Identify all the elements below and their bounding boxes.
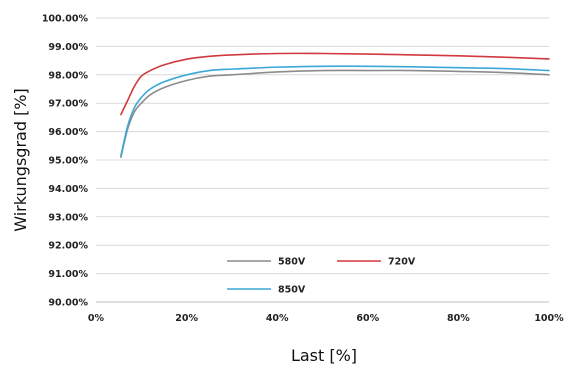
y-tick-label: 94.00% xyxy=(48,184,88,195)
y-axis-title: Wirkungsgrad [%] xyxy=(11,88,30,232)
series-lines xyxy=(120,52,550,158)
legend-label: 720V xyxy=(388,257,416,268)
gridlines xyxy=(96,17,549,303)
series-line-720v xyxy=(120,52,550,116)
y-tick-label: 90.00% xyxy=(48,298,88,309)
x-axis-title: Last [%] xyxy=(291,346,357,365)
legend-label: 850V xyxy=(278,285,306,296)
x-tick-labels: 0% 20% 40% 60% 80% 100% xyxy=(88,313,564,324)
y-tick-labels: 90.00% 91.00% 92.00% 93.00% 94.00% 95.00% 96.0… xyxy=(42,14,89,309)
x-tick-label: 40% xyxy=(266,313,289,324)
x-tick-label: 20% xyxy=(175,313,198,324)
y-tick-label: 97.00% xyxy=(48,99,88,110)
legend: 580V 720V 850V xyxy=(227,257,416,296)
y-tick-label: 98.00% xyxy=(48,70,88,81)
series-line-850v xyxy=(120,65,550,157)
y-tick-label: 91.00% xyxy=(48,269,88,280)
x-tick-label: 80% xyxy=(447,313,470,324)
y-tick-label: 95.00% xyxy=(48,156,88,167)
x-tick-label: 100% xyxy=(534,313,564,324)
series-line-580v xyxy=(120,69,550,158)
x-tick-label: 0% xyxy=(88,313,105,324)
x-tick-label: 60% xyxy=(356,313,379,324)
y-tick-label: 93.00% xyxy=(48,212,88,223)
legend-label: 580V xyxy=(278,257,306,268)
y-tick-label: 92.00% xyxy=(48,241,88,252)
y-tick-label: 96.00% xyxy=(48,127,88,138)
y-tick-label: 99.00% xyxy=(48,42,88,53)
y-tick-label: 100.00% xyxy=(42,14,89,25)
